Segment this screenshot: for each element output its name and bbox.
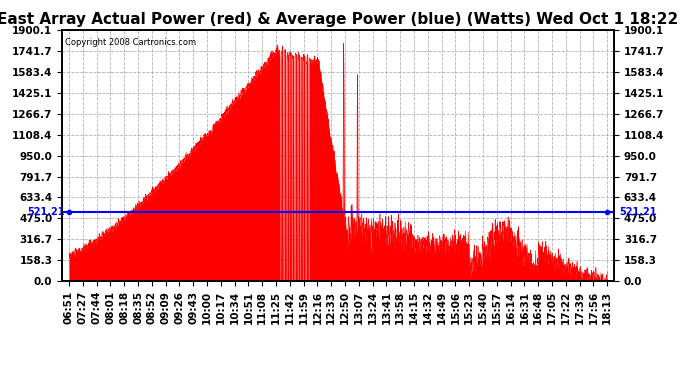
Text: Copyright 2008 Cartronics.com: Copyright 2008 Cartronics.com: [65, 38, 196, 46]
Text: 521.21: 521.21: [620, 207, 657, 218]
Title: East Array Actual Power (red) & Average Power (blue) (Watts) Wed Oct 1 18:22: East Array Actual Power (red) & Average …: [0, 12, 679, 27]
Text: 521.21: 521.21: [28, 207, 65, 218]
